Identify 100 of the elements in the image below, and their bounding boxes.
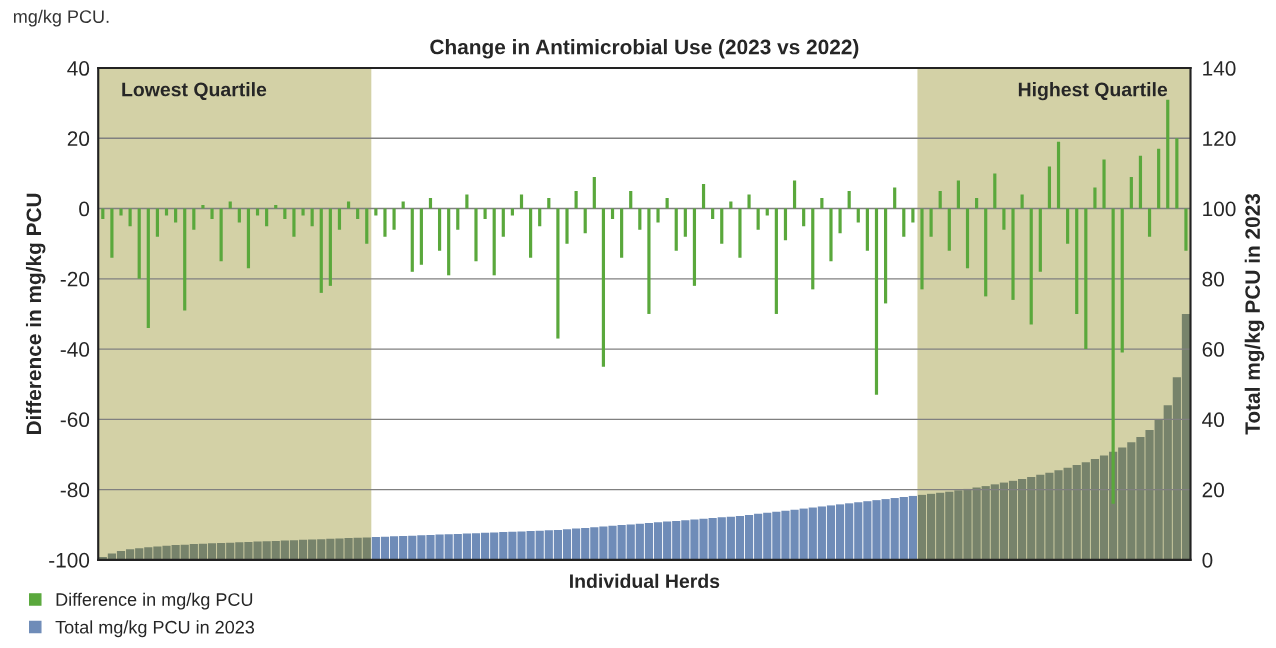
bar	[437, 208, 442, 251]
bar	[529, 208, 533, 258]
bar	[274, 205, 278, 209]
bar	[346, 201, 351, 209]
bar	[674, 208, 678, 251]
bar	[665, 198, 669, 209]
bar	[428, 198, 433, 209]
bar	[792, 180, 797, 209]
bar	[920, 208, 924, 290]
bar	[237, 208, 241, 223]
bar	[865, 208, 869, 251]
bar	[201, 205, 205, 209]
bar	[128, 208, 132, 227]
bar	[938, 191, 942, 209]
bar	[683, 208, 687, 237]
bar	[756, 208, 760, 230]
bar	[510, 208, 514, 216]
bar	[1038, 208, 1042, 272]
bar	[883, 208, 888, 304]
bar	[574, 191, 578, 209]
bar	[811, 208, 815, 290]
bar	[1056, 141, 1061, 209]
chart-title: Change in Antimicrobial Use (2023 vs 2022)	[430, 39, 859, 59]
bar	[647, 208, 651, 314]
bar	[1029, 208, 1033, 325]
bar	[783, 208, 788, 241]
bar	[265, 208, 269, 227]
bar	[1047, 166, 1052, 209]
bar	[738, 208, 742, 258]
y2-tick-label: 80	[1202, 271, 1224, 287]
bar	[747, 194, 751, 209]
bar	[692, 208, 697, 286]
bar	[911, 208, 915, 223]
y-tick-label: -100	[49, 552, 90, 568]
bar	[565, 208, 569, 244]
y2-tick-label: 0	[1202, 552, 1213, 568]
bar	[1138, 155, 1143, 209]
bar	[847, 191, 851, 209]
bar	[984, 208, 988, 297]
bar	[1175, 138, 1179, 209]
bar	[410, 208, 414, 272]
bar	[1011, 208, 1015, 300]
y2-tick-label: 20	[1202, 482, 1224, 498]
bar	[1020, 194, 1024, 209]
bar	[829, 208, 833, 262]
bar	[310, 208, 314, 227]
bar	[1120, 208, 1124, 353]
text: mg/kg PCU.	[13, 9, 109, 27]
bar	[774, 208, 778, 314]
bar	[456, 208, 460, 230]
bar	[656, 208, 660, 223]
y-tick-label: -80	[60, 482, 90, 498]
y-tick-label: 40	[67, 61, 90, 76]
bar	[219, 208, 223, 262]
bar	[765, 208, 769, 216]
y2-axis-title: Total mg/kg PCU in 2023	[1244, 193, 1265, 435]
bar	[1157, 148, 1161, 209]
bar	[629, 191, 633, 209]
y2-tick-label: 100	[1203, 201, 1236, 217]
y2-tick-label: 140	[1203, 61, 1236, 76]
bar	[1129, 176, 1133, 209]
bar	[119, 208, 123, 216]
annotation: Lowest Quartile	[122, 82, 267, 101]
bar	[301, 208, 305, 216]
bar	[1002, 208, 1006, 230]
bar	[856, 208, 860, 223]
bar	[583, 208, 587, 234]
y-tick-label: -60	[60, 412, 90, 428]
bar	[729, 201, 733, 209]
y-tick-label: 0	[79, 201, 90, 217]
bar	[701, 183, 706, 209]
bar	[474, 208, 478, 262]
y2-tick-label: 40	[1202, 412, 1224, 428]
bar	[929, 208, 933, 237]
bar	[501, 208, 505, 237]
bar	[1102, 159, 1106, 209]
y-axis-title: Difference in mg/kg PCU	[25, 193, 46, 435]
bar	[538, 208, 542, 227]
bar	[365, 208, 369, 244]
bar	[110, 208, 114, 258]
annotation: Highest Quartile	[1018, 82, 1168, 101]
bar	[337, 208, 342, 230]
bar	[392, 208, 396, 230]
bar	[556, 208, 560, 339]
x-axis-title: Individual Herds	[570, 573, 720, 589]
bar	[155, 208, 160, 237]
bar	[1147, 208, 1152, 237]
y2-tick-label: 120	[1203, 131, 1236, 147]
bar	[638, 208, 642, 230]
bar	[137, 208, 141, 279]
bar	[1166, 99, 1170, 209]
bar	[447, 208, 451, 276]
bar	[519, 194, 524, 209]
bar	[374, 208, 378, 216]
bar	[483, 208, 487, 220]
bar	[547, 198, 551, 209]
bar	[1084, 208, 1088, 350]
bar	[465, 194, 469, 209]
bar	[592, 176, 596, 209]
bar	[255, 208, 260, 216]
